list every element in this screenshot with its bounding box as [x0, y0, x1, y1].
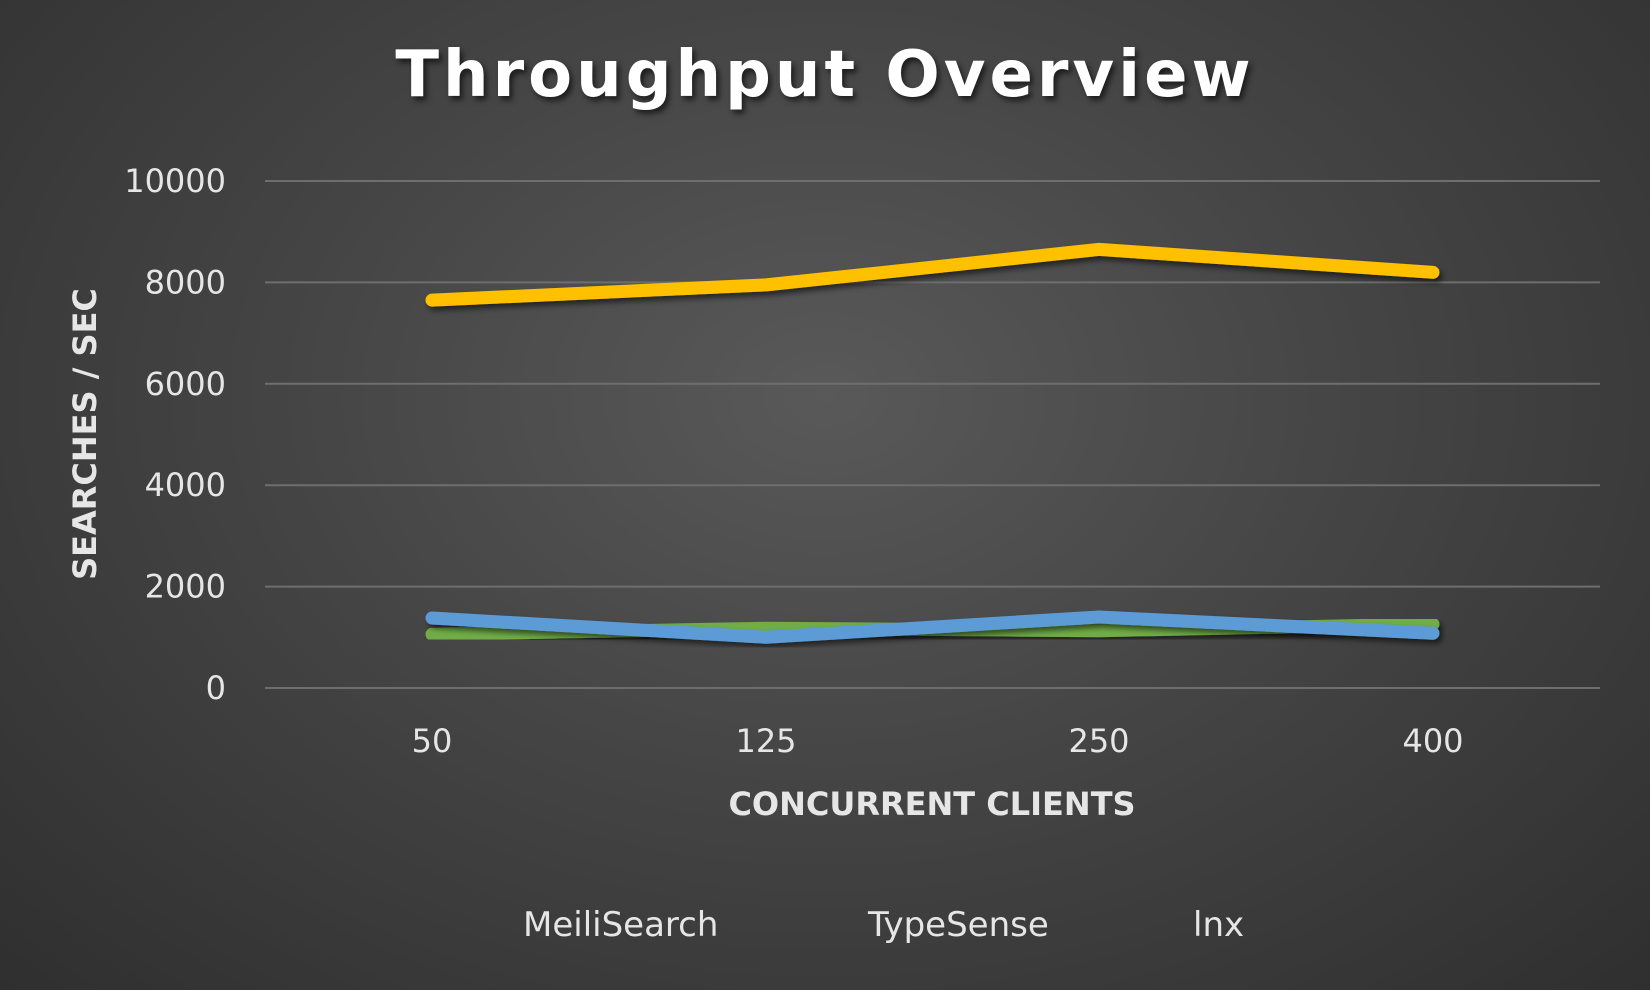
- y-tick-label: 8000: [145, 263, 226, 301]
- y-tick-label: 2000: [145, 568, 226, 606]
- y-axis-title: SEARCHES / SEC: [66, 288, 104, 580]
- chart-title: Throughput Overview: [395, 38, 1255, 112]
- series-line-lnx: [425, 242, 1440, 307]
- x-tick-label: 400: [1402, 722, 1463, 760]
- legend-label-meilisearch: MeiliSearch: [523, 905, 718, 945]
- legend-label-lnx: lnx: [1193, 905, 1244, 945]
- x-tick-label: 125: [735, 722, 796, 760]
- x-axis-title: CONCURRENT CLIENTS: [728, 785, 1135, 823]
- y-tick-label: 4000: [145, 466, 226, 504]
- y-tick-label: 10000: [124, 162, 226, 200]
- series-line-typesense: [425, 610, 1440, 644]
- x-tick-label: 50: [412, 722, 453, 760]
- y-tick-label: 6000: [145, 365, 226, 403]
- legend-label-typesense: TypeSense: [867, 905, 1049, 945]
- x-tick-label: 250: [1068, 722, 1129, 760]
- y-tick-label: 0: [206, 669, 226, 707]
- legend: MeiliSearch TypeSense lnx: [418, 905, 1244, 945]
